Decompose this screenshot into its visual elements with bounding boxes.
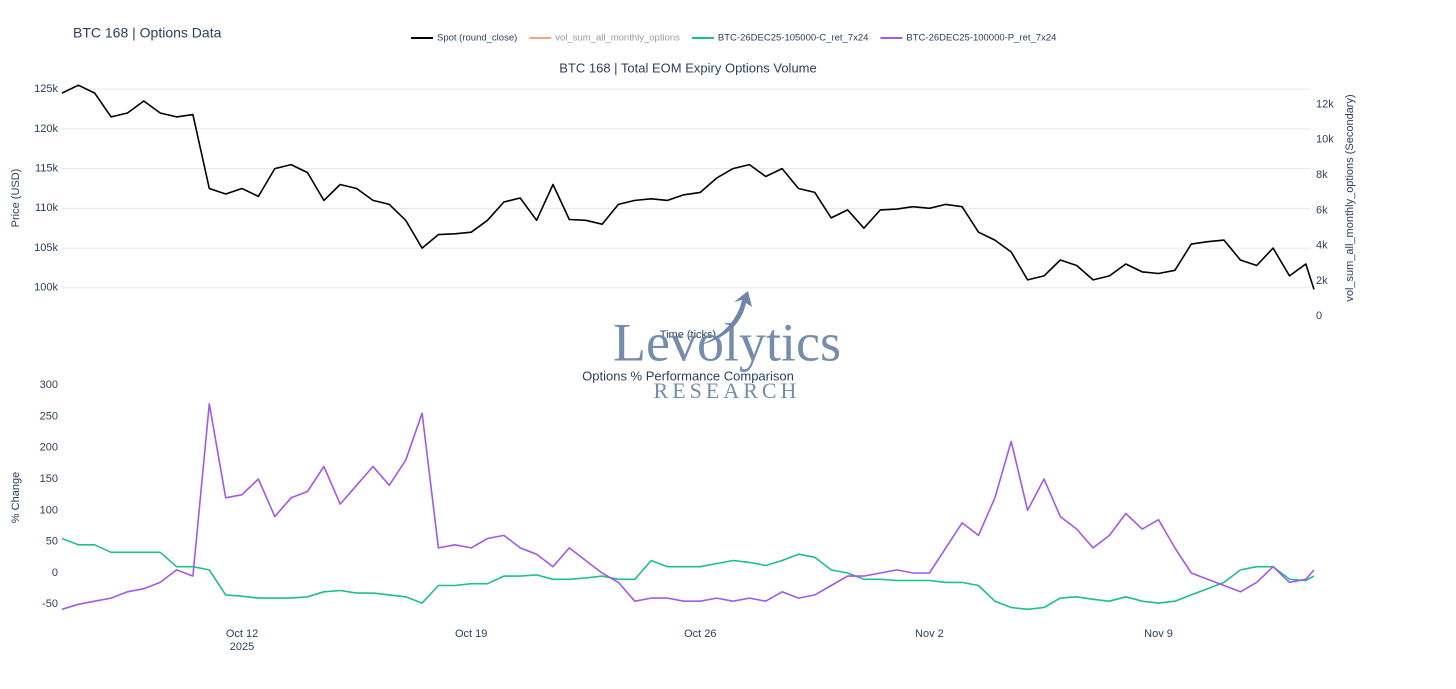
y-tick-label: 110k (35, 202, 59, 214)
watermark-name: Levolytics (613, 312, 841, 372)
y2-axis-title: vol_sum_all_monthly_options (Secondary) (1344, 94, 1356, 301)
y-axis-title: Price (USD) (10, 169, 22, 228)
y-tick-label: -50 (42, 598, 58, 610)
chart-title: Options % Performance Comparison (582, 368, 794, 383)
y-tick-label: 115k (35, 163, 59, 175)
series-line (61, 84, 1315, 290)
y-tick-label: 200 (40, 442, 58, 454)
y2-tick-label: 10k (1316, 134, 1334, 146)
series-line (61, 403, 1315, 611)
y-tick-label: 105k (34, 242, 58, 254)
y2-tick-label: 8k (1316, 169, 1328, 181)
y2-tick-label: 0 (1316, 310, 1322, 322)
y2-tick-label: 4k (1316, 240, 1328, 252)
watermark-tagline: RESEARCH (654, 378, 801, 403)
y2-tick-label: 2k (1316, 275, 1328, 287)
y-tick-label: 250 (40, 410, 58, 422)
x-tick-label: Oct 12 (226, 628, 258, 640)
y-tick-label: 120k (34, 123, 58, 135)
y-axis-title: % Change (10, 472, 22, 523)
x-tick-label: Oct 19 (455, 628, 487, 640)
y-tick-label: 100 (40, 504, 58, 516)
x-year-label: 2025 (230, 641, 254, 653)
legend: Spot (round_close) vol_sum_all_monthly_op… (411, 33, 1056, 44)
y-tick-label: 100k (34, 282, 58, 294)
series-line (61, 537, 1315, 611)
legend-label: BTC-26DEC25-100000-P_ret_7x24 (906, 33, 1056, 44)
y-tick-label: 300 (40, 379, 58, 391)
y2-tick-label: 6k (1316, 204, 1328, 216)
x-axis-title: Time (ticks) (660, 329, 716, 341)
y-tick-label: 150 (40, 473, 58, 485)
y-tick-label: 0 (52, 567, 58, 579)
x-tick-label: Oct 26 (684, 628, 716, 640)
y-tick-label: 50 (46, 536, 58, 548)
chart-title: BTC 168 | Total EOM Expiry Options Volum… (559, 60, 816, 75)
y-tick-label: 125k (34, 83, 58, 95)
legend-label: vol_sum_all_monthly_options (555, 33, 680, 44)
x-tick-label: Nov 2 (915, 628, 944, 640)
legend-label: Spot (round_close) (437, 33, 517, 44)
legend-label: BTC-26DEC25-105000-C_ret_7x24 (718, 33, 869, 44)
watermark-arrow (700, 291, 752, 345)
watermark: Levolytics RESEARCH (613, 291, 841, 403)
y2-tick-label: 12k (1316, 98, 1334, 110)
x-tick-label: Nov 9 (1144, 628, 1173, 640)
page-title: BTC 168 | Options Data (73, 25, 222, 41)
